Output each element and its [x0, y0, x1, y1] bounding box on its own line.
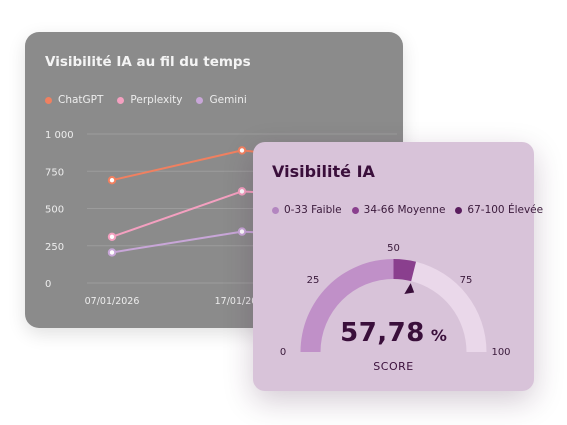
data-point-perplexity[interactable] [107, 232, 117, 242]
gauge-tick-label: 75 [460, 275, 473, 286]
x-tick-label: 07/01/2026 [85, 296, 140, 307]
gauge-card: Visibilité IA 0-33 Faible 34-66 Moyenne … [253, 142, 543, 391]
y-tick-label: 250 [45, 242, 64, 253]
data-point-gemini[interactable] [107, 248, 117, 257]
legend-item-perplexity[interactable]: Perplexity [117, 94, 182, 106]
gauge-segment-low [300, 259, 394, 352]
legend-item-medium: 34-66 Moyenne [351, 204, 446, 216]
legend-item-high: 67-100 Élevée [455, 204, 543, 216]
high-legend-dot [455, 206, 463, 214]
gauge-tick-label: 25 [307, 275, 320, 286]
data-point-perplexity[interactable] [237, 187, 247, 196]
score-number: 57,78 [340, 318, 425, 348]
gauge-card-title: Visibilité IA [272, 162, 375, 181]
gauge-segment-remaining [411, 261, 487, 352]
data-point-gemini[interactable] [237, 227, 247, 236]
score-label: SCORE [373, 360, 414, 373]
legend-label-chatgpt: ChatGPT [58, 94, 104, 106]
gauge-pointer-icon [404, 283, 415, 295]
gemini-legend-dot [196, 96, 204, 104]
y-tick-label: 0 [45, 279, 51, 290]
y-tick-label: 750 [45, 167, 64, 178]
score-gauge: 0 25 50 75 100 [280, 243, 511, 358]
data-point-chatgpt[interactable] [237, 146, 247, 155]
legend-label-gemini: Gemini [209, 94, 247, 106]
legend-label-perplexity: Perplexity [130, 94, 183, 106]
timeline-card-title: Visibilité IA au fil du temps [45, 54, 251, 70]
y-tick-label: 1 000 [45, 130, 74, 141]
legend-label-high: 67-100 Élevée [467, 204, 544, 216]
score-value: 57,78% [253, 318, 534, 348]
gauge-segment-medium [393, 259, 417, 282]
gauge-tick-label: 100 [491, 347, 510, 358]
perplexity-legend-dot [117, 96, 125, 104]
chatgpt-legend-dot [45, 96, 52, 104]
legend-label-medium: 34-66 Moyenne [363, 204, 446, 216]
medium-legend-dot [351, 206, 359, 214]
data-point-chatgpt[interactable] [107, 175, 117, 185]
timeline-legend: ChatGPT Perplexity Gemini [45, 94, 247, 106]
legend-item-gemini[interactable]: Gemini [196, 94, 247, 106]
score-unit: % [430, 326, 447, 345]
gauge-legend: 0-33 Faible 34-66 Moyenne 67-100 Élevée [272, 204, 543, 216]
y-tick-label: 500 [45, 205, 64, 216]
gauge-tick-label: 50 [387, 243, 400, 254]
legend-label-low: 0-33 Faible [284, 204, 342, 216]
x-tick-label: 17/01/2026 [215, 296, 270, 307]
legend-item-low: 0-33 Faible [272, 204, 342, 216]
gauge-tick-label: 0 [280, 347, 286, 358]
legend-item-chatgpt[interactable]: ChatGPT [45, 94, 103, 106]
low-legend-dot [272, 206, 279, 214]
